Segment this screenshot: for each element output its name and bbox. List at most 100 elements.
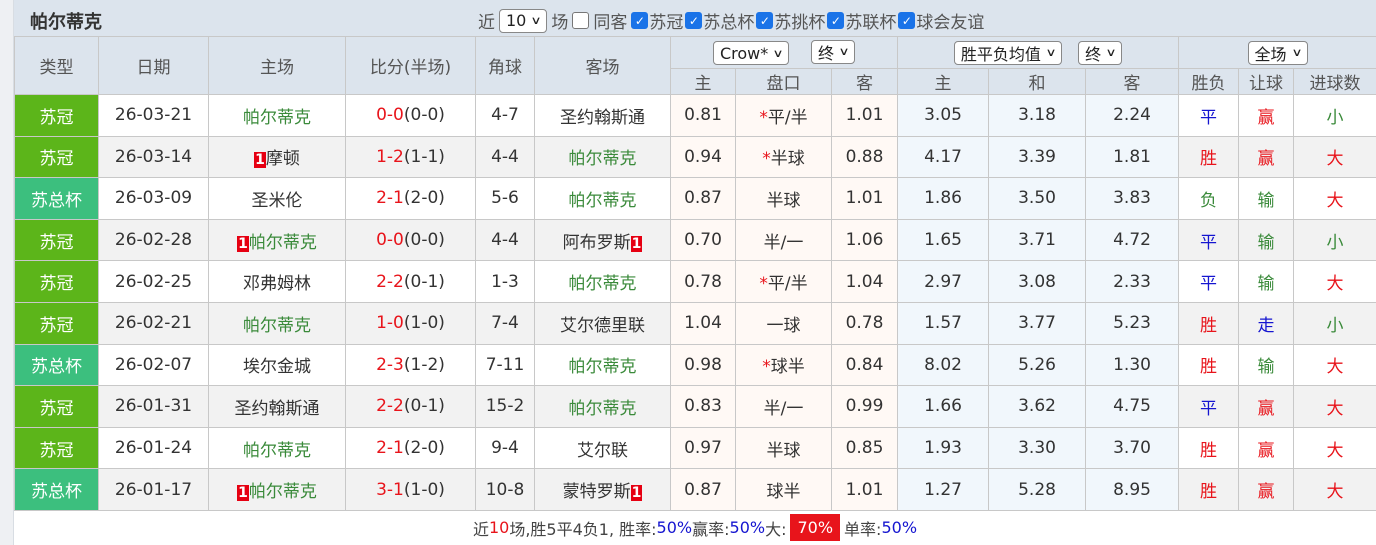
match-count-select[interactable]: 10 ∨ <box>499 8 548 33</box>
away-team-cell[interactable]: 帕尔蒂克 <box>534 343 671 387</box>
home-team-cell[interactable]: 帕尔蒂克 <box>208 94 346 137</box>
home-team-cell[interactable]: 1摩顿 <box>208 135 346 179</box>
league-cell[interactable]: 苏总杯 <box>14 177 99 220</box>
red-card-badge: 1 <box>237 485 249 502</box>
league-cell[interactable]: 苏冠 <box>14 426 99 470</box>
score-cell[interactable]: 2-1(2-0) <box>345 426 476 470</box>
date-cell: 26-03-21 <box>98 94 209 137</box>
score-cell[interactable]: 3-1(1-0) <box>345 468 476 511</box>
away-team-cell[interactable]: 蒙特罗斯1 <box>534 468 671 511</box>
europe-type-select[interactable]: 胜平负均值 ∨ <box>953 40 1062 65</box>
date-cell: 26-02-07 <box>98 343 209 387</box>
league-cell[interactable]: 苏冠 <box>14 135 99 179</box>
full-time-score: 2-3 <box>376 354 404 375</box>
corner-cell: 9-4 <box>475 426 535 470</box>
away-team-cell[interactable]: 帕尔蒂克 <box>534 135 671 179</box>
home-team-cell[interactable]: 埃尔金城 <box>208 343 346 387</box>
half-time-score: (2-0) <box>403 188 445 209</box>
europe-home-odds: 4.17 <box>897 135 990 179</box>
league-label: 苏联杯 <box>845 13 897 33</box>
home-team-cell[interactable]: 1帕尔蒂克 <box>208 468 346 511</box>
away-team-name: 帕尔蒂克 <box>568 398 637 419</box>
europe-time-select[interactable]: 终 ∨ <box>1078 40 1123 65</box>
table-row[interactable]: 苏冠 26-01-31 圣约翰斯通 2-2(0-1) 15-2 帕尔蒂克 0.8… <box>14 385 1376 428</box>
score-cell[interactable]: 2-2(0-1) <box>345 385 476 428</box>
over-under-cell: 大 <box>1293 260 1376 303</box>
handicap-line: 平/半 <box>767 107 808 128</box>
handicap-home-odds: 0.87 <box>670 468 736 511</box>
handicap-company-select[interactable]: Crow* ∨ <box>712 41 790 66</box>
half-time-score: (2-0) <box>403 438 445 459</box>
handicap-line: 平/半 <box>767 274 808 295</box>
over-under-cell: 大 <box>1293 135 1376 179</box>
table-row[interactable]: 苏冠 26-02-25 邓弗姆林 2-2(0-1) 1-3 帕尔蒂克 0.78 … <box>14 260 1376 303</box>
europe-draw-odds: 3.18 <box>988 94 1087 137</box>
league-cell[interactable]: 苏冠 <box>14 385 99 428</box>
league-label: 球会友谊 <box>916 13 985 33</box>
chevron-down-icon: ∨ <box>772 46 784 60</box>
subheader-handicap-home: 主 <box>670 68 736 95</box>
full-time-score: 2-2 <box>376 396 404 417</box>
home-team-cell[interactable]: 圣米伦 <box>208 177 346 220</box>
cover-rate: 50% <box>729 518 766 537</box>
handicap-line-cell: 半/一 <box>735 218 832 262</box>
handicap-time-select[interactable]: 终 ∨ <box>810 39 856 64</box>
away-team-name: 帕尔蒂克 <box>568 274 637 295</box>
score-cell[interactable]: 0-0(0-0) <box>345 218 476 262</box>
handicap-result-cell: 赢 <box>1238 426 1295 470</box>
same-home-checkbox[interactable] <box>572 12 590 29</box>
subheader-result: 胜负 <box>1178 68 1240 95</box>
away-team-cell[interactable]: 帕尔蒂克 <box>534 260 671 303</box>
handicap-result-cell: 输 <box>1238 343 1295 387</box>
table-row[interactable]: 苏冠 26-01-24 帕尔蒂克 2-1(2-0) 9-4 艾尔联 0.97 半… <box>14 426 1376 470</box>
away-team-cell[interactable]: 阿布罗斯1 <box>534 218 671 262</box>
league-cell[interactable]: 苏总杯 <box>14 468 99 511</box>
away-team-cell[interactable]: 艾尔联 <box>534 426 671 470</box>
subheader-handicap-away: 客 <box>830 68 899 95</box>
league-cell[interactable]: 苏冠 <box>14 260 99 303</box>
table-row[interactable]: 苏冠 26-02-21 帕尔蒂克 1-0(1-0) 7-4 艾尔德里联 1.04… <box>14 301 1376 345</box>
away-team-cell[interactable]: 帕尔蒂克 <box>534 385 671 428</box>
summary-text: 单率: <box>844 519 882 539</box>
score-cell[interactable]: 2-2(0-1) <box>345 260 476 303</box>
home-team-cell[interactable]: 邓弗姆林 <box>208 260 346 303</box>
home-team-cell[interactable]: 帕尔蒂克 <box>208 426 346 470</box>
league-checkbox[interactable]: ✓ <box>756 12 774 29</box>
match-count-value: 10 <box>506 11 527 30</box>
home-team-cell[interactable]: 帕尔蒂克 <box>208 301 346 345</box>
away-team-cell[interactable]: 艾尔德里联 <box>534 301 671 345</box>
home-team-cell[interactable]: 1帕尔蒂克 <box>208 218 346 262</box>
league-cell[interactable]: 苏冠 <box>14 94 99 137</box>
league-cell[interactable]: 苏总杯 <box>14 343 99 387</box>
score-cell[interactable]: 2-1(2-0) <box>345 177 476 220</box>
league-checkbox[interactable]: ✓ <box>827 12 845 29</box>
table-row[interactable]: 苏总杯 26-02-07 埃尔金城 2-3(1-2) 7-11 帕尔蒂克 0.9… <box>14 343 1376 387</box>
score-cell[interactable]: 1-0(1-0) <box>345 301 476 345</box>
league-cell[interactable]: 苏冠 <box>14 218 99 262</box>
away-team-cell[interactable]: 帕尔蒂克 <box>534 177 671 220</box>
table-row[interactable]: 苏冠 26-03-21 帕尔蒂克 0-0(0-0) 4-7 圣约翰斯通 0.81… <box>14 94 1376 137</box>
table-row[interactable]: 苏冠 26-03-14 1摩顿 1-2(1-1) 4-4 帕尔蒂克 0.94 *… <box>14 135 1376 179</box>
table-row[interactable]: 苏总杯 26-01-17 1帕尔蒂克 3-1(1-0) 10-8 蒙特罗斯1 0… <box>14 468 1376 511</box>
chevron-down-icon: ∨ <box>1105 46 1117 59</box>
away-team-cell[interactable]: 圣约翰斯通 <box>534 94 671 137</box>
chevron-down-icon: ∨ <box>838 45 850 59</box>
scope-select[interactable]: 全场 ∨ <box>1247 40 1308 65</box>
red-card-badge: 1 <box>237 235 249 252</box>
score-cell[interactable]: 1-2(1-1) <box>345 135 476 179</box>
score-cell[interactable]: 0-0(0-0) <box>345 94 476 137</box>
league-cell[interactable]: 苏冠 <box>14 301 99 345</box>
table-row[interactable]: 苏总杯 26-03-09 圣米伦 2-1(2-0) 5-6 帕尔蒂克 0.87 … <box>14 177 1376 220</box>
league-checkbox[interactable]: ✓ <box>898 12 916 29</box>
date-cell: 26-03-14 <box>98 135 209 179</box>
corner-cell: 10-8 <box>475 468 535 511</box>
corner-cell: 4-4 <box>475 218 535 262</box>
europe-home-odds: 1.57 <box>897 301 990 345</box>
league-checkbox[interactable]: ✓ <box>631 12 649 29</box>
table-row[interactable]: 苏冠 26-02-28 1帕尔蒂克 0-0(0-0) 4-4 阿布罗斯1 0.7… <box>14 218 1376 262</box>
league-checkbox[interactable]: ✓ <box>685 12 703 29</box>
europe-home-odds: 8.02 <box>897 343 990 387</box>
full-time-score: 2-1 <box>376 188 404 209</box>
home-team-cell[interactable]: 圣约翰斯通 <box>208 385 346 428</box>
score-cell[interactable]: 2-3(1-2) <box>345 343 476 387</box>
